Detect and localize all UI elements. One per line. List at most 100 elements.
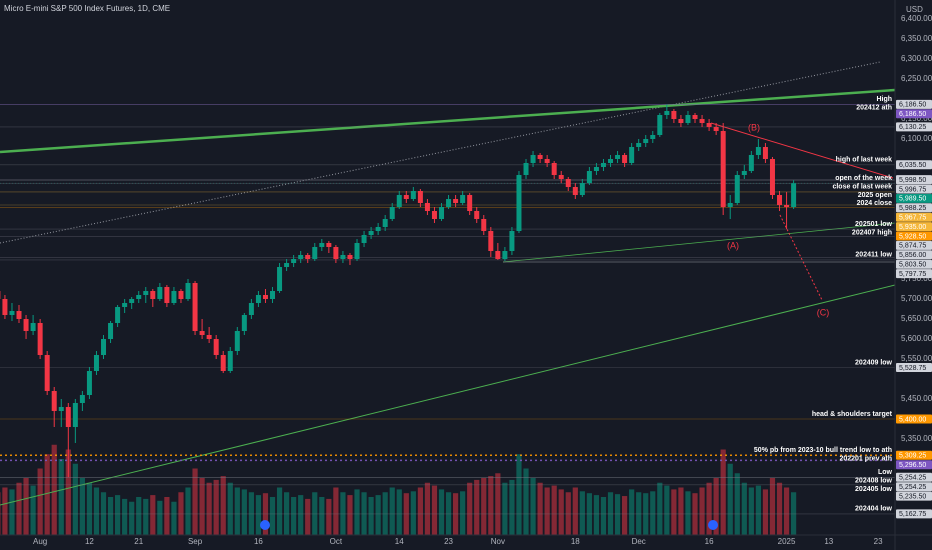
price-box [896, 231, 932, 241]
candle-body [727, 203, 733, 207]
volume-bar [382, 492, 388, 535]
volume-bar [713, 478, 719, 535]
candle-body [192, 283, 198, 331]
candle-body [326, 243, 332, 247]
x-tick-label: Nov [491, 537, 505, 546]
x-tick-label: 2025 [778, 537, 796, 546]
candle-body [270, 291, 276, 299]
level-label: head & shoulders target [812, 411, 893, 418]
price-box-label: 5,162.75 [899, 511, 926, 518]
level-label: 2025 open [858, 192, 892, 199]
candle-body [551, 163, 557, 175]
volume-bar [438, 489, 445, 535]
candle-body [664, 111, 670, 115]
wave-label: (B) [748, 122, 760, 132]
event-icon[interactable] [708, 520, 718, 530]
candle-layer [0, 104, 797, 478]
price-box-label: 6,035.50 [899, 162, 926, 169]
candle-body [319, 243, 325, 247]
volume-layer [0, 444, 797, 535]
price-box [896, 212, 932, 222]
trendline [0, 284, 896, 506]
volume-bar [488, 476, 494, 535]
level-label: 202409 low [855, 359, 893, 366]
candle-body [791, 183, 797, 207]
candle-body [30, 323, 36, 331]
volume-bar [586, 493, 592, 535]
x-tick-label: 14 [395, 537, 404, 546]
candle-body [622, 155, 628, 163]
volume-bar [403, 493, 409, 535]
volume-bar [396, 489, 402, 535]
candle-body [234, 331, 240, 351]
volume-bar [671, 489, 677, 535]
y-tick-label: 6,250.00 [901, 74, 932, 83]
price-box-label: 5,309.25 [899, 453, 926, 460]
price-box [896, 203, 932, 213]
candle-body [446, 199, 452, 207]
candle-body [741, 171, 747, 175]
price-box-label: 5,989.50 [899, 196, 926, 203]
volume-bar [783, 487, 790, 535]
price-box-label: 5,967.75 [899, 215, 926, 222]
candle-body [558, 175, 564, 179]
candle-body [305, 255, 311, 259]
volume-bar [213, 479, 219, 535]
y-tick-label: 6,300.00 [901, 54, 932, 63]
candle-body [143, 291, 149, 295]
candle-body [424, 203, 430, 211]
volume-bar [368, 497, 374, 535]
candle-body [678, 119, 684, 123]
level-label: 202201 prev ath [839, 456, 892, 463]
wave-line [710, 122, 894, 179]
price-box [896, 414, 932, 424]
price-box [896, 160, 932, 170]
candle-body [734, 175, 740, 203]
y-tick-label: 5,750.00 [901, 274, 932, 283]
candle-body [720, 131, 726, 207]
volume-bar [565, 492, 571, 535]
volume-bar [734, 473, 740, 535]
volume-bar [305, 498, 311, 535]
candle-body [495, 251, 501, 259]
volume-bar [312, 492, 318, 535]
volume-bar [502, 482, 508, 535]
wave-label: (C) [817, 307, 830, 317]
volume-bar [741, 482, 747, 535]
candle-body [460, 195, 466, 203]
volume-bar [361, 492, 367, 535]
volume-bar [291, 497, 297, 535]
y-tick-label: 5,550.00 [901, 354, 932, 363]
price-box-label: 5,856.00 [899, 252, 926, 259]
x-tick-label: 21 [134, 537, 143, 546]
y-tick-label: 5,350.00 [901, 434, 932, 443]
volume-bar [600, 497, 607, 535]
candle-body [748, 155, 754, 171]
event-icon[interactable] [260, 520, 270, 530]
candle-body [241, 315, 247, 331]
price-box-label: 5,928.50 [899, 233, 926, 240]
volume-bar [100, 492, 107, 535]
volume-bar [157, 500, 163, 535]
candle-body [185, 283, 191, 299]
volume-bar [234, 487, 240, 535]
volume-bar [298, 495, 304, 535]
volume-bar [452, 493, 459, 535]
candle-body [347, 255, 353, 259]
candle-body [298, 255, 304, 259]
y-tick-label: 5,650.00 [901, 314, 932, 323]
price-boxes: 6,186.50 6,186.50 6,130.25 6,035.50 5,998.50… [896, 99, 932, 519]
price-box [896, 509, 932, 519]
candle-body [530, 155, 536, 163]
candle-body [410, 191, 416, 199]
volume-bar [537, 482, 543, 535]
volume-bar [523, 468, 529, 535]
y-tick-label: 6,350.00 [901, 34, 932, 43]
candle-body [572, 187, 578, 195]
volume-bar [347, 495, 353, 535]
level-label: 202405 low [855, 486, 893, 493]
candle-body [586, 171, 592, 183]
volume-bar [171, 501, 177, 535]
volume-bar [614, 494, 621, 535]
price-box [896, 240, 932, 250]
